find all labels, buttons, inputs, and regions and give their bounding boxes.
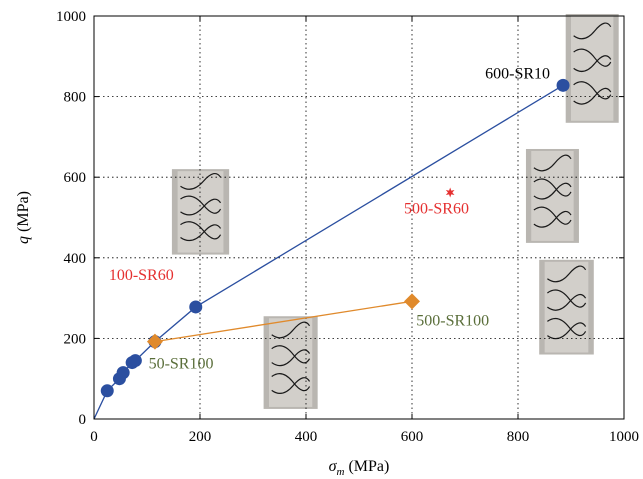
crack-line [547, 265, 587, 283]
crack-line [533, 182, 572, 200]
data-point [556, 78, 570, 92]
specimen-photo [171, 169, 230, 255]
crack-line [573, 22, 612, 40]
y-tick-label: 0 [79, 412, 87, 428]
series [146, 293, 420, 350]
crack-line [573, 55, 612, 73]
crack-line [547, 293, 587, 311]
crack-line [271, 377, 311, 395]
specimen-photo-body [571, 15, 614, 121]
series-line [154, 300, 413, 343]
crack-line [180, 224, 222, 242]
data-point [189, 300, 203, 314]
crack-line [271, 345, 311, 364]
annotation-label: 50-SR100 [149, 356, 214, 373]
data-point [404, 293, 420, 310]
x-axis-symbol: σ [329, 458, 338, 475]
data-point [128, 354, 142, 368]
y-tick-label: 1000 [56, 9, 86, 25]
crack-line [180, 172, 222, 190]
annotation-label: 600-SR10 [485, 65, 550, 82]
ticks: 0 200 400 600 800 1000 0 200 400 600 800 1000 [56, 9, 639, 445]
crack-line [533, 154, 572, 172]
y-tick-label: 800 [64, 90, 87, 106]
crack-line [547, 317, 587, 337]
x-tick-label: 1000 [609, 429, 639, 445]
x-tick-label: 800 [507, 429, 530, 445]
crack-line [573, 81, 612, 100]
y-tick-label: 600 [64, 170, 87, 186]
specimen-photo [565, 13, 619, 123]
data-point [100, 384, 114, 398]
x-tick-label: 0 [90, 429, 98, 445]
annotation-label: 100-SR60 [109, 267, 174, 284]
annotation-label: 500-SR60 [404, 200, 469, 217]
y-tick-label: 400 [64, 251, 87, 267]
x-axis-label: σm (MPa) [329, 458, 390, 478]
data-point [445, 187, 455, 198]
specimen-photo [263, 316, 318, 409]
specimen-photo [539, 259, 594, 355]
crack-line [180, 221, 222, 240]
crack-line [180, 198, 222, 216]
crack-line [573, 48, 612, 67]
series [445, 187, 455, 198]
specimen-photo [525, 148, 579, 243]
y-axis-unit: (MPa) [15, 191, 32, 236]
y-axis-symbol: q [15, 236, 32, 244]
y-axis-label: q (MPa) [15, 191, 32, 244]
crack-line [533, 178, 572, 197]
crack-line [180, 195, 222, 214]
y-tick-label: 200 [64, 331, 87, 347]
annotations: 600-SR10 500-SR60 100-SR60 500-SR100 50-SR10… [109, 65, 550, 372]
annotation-label: 500-SR100 [416, 313, 489, 330]
crack-line [573, 87, 612, 105]
data-series [93, 78, 570, 420]
x-axis-unit: (MPa) [344, 458, 389, 475]
crack-line [533, 206, 572, 225]
x-tick-label: 200 [189, 429, 212, 445]
grid [94, 16, 624, 419]
crack-line [547, 289, 587, 308]
plot-frame [93, 15, 625, 420]
x-tick-label: 600 [401, 429, 424, 445]
crack-line [533, 210, 572, 228]
x-axis-subscript: m [337, 466, 345, 478]
x-tick-label: 400 [295, 429, 318, 445]
data-point [116, 366, 130, 380]
data-point [146, 333, 163, 350]
specimen-photos [171, 13, 619, 409]
